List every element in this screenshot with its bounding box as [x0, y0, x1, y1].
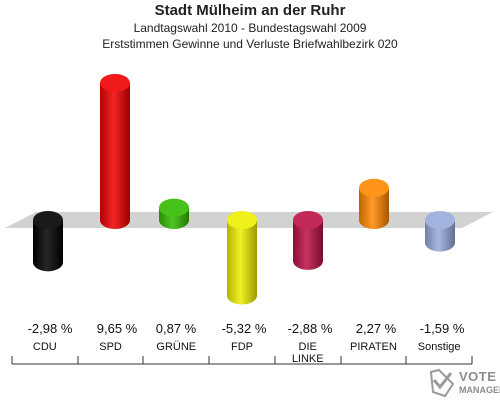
category-label: GRÜNE: [156, 341, 196, 353]
bar-sonstige: [425, 211, 455, 252]
value-label: -2,98 %: [28, 321, 73, 336]
chart-header: Stadt Mülheim an der Ruhr Landtagswahl 2…: [0, 0, 500, 53]
value-label: -1,59 %: [420, 321, 465, 336]
value-label: -5,32 %: [222, 321, 267, 336]
category-label: CDU: [33, 341, 57, 353]
bars-group: [33, 73, 455, 305]
value-label: 9,65 %: [97, 321, 138, 336]
labels-group: -2,98 % CDU 9,65 % SPD 0,87 % GRÜNE -5,32 % FDP…: [28, 321, 465, 365]
bar-cdu: [33, 211, 63, 272]
bar-piraten: [359, 178, 389, 229]
bar-die-linke: [293, 211, 323, 270]
vote-manager-logo: [425, 366, 500, 400]
logo-text-vote: VOTE: [459, 369, 497, 384]
chart-subtitle-1: Landtagswahl 2010 - Bundestagswahl 2009: [133, 21, 367, 35]
value-label: 0,87 %: [156, 321, 197, 336]
bar-spd: [100, 73, 130, 229]
bar-fdp: [227, 211, 257, 305]
category-label: SPD: [99, 341, 122, 353]
category-label: DIE: [299, 341, 317, 353]
category-label: FDP: [231, 341, 253, 353]
category-label: PIRATEN: [350, 341, 397, 353]
category-axis: [11, 356, 473, 365]
category-label: LINKE: [292, 353, 324, 365]
logo-text-manager: MANAGER: [459, 385, 500, 395]
value-label: 2,27 %: [356, 321, 397, 336]
vote-check-icon: [429, 368, 455, 398]
category-label: Sonstige: [418, 341, 461, 353]
chart-subtitle-2: Erststimmen Gewinne und Verluste Briefwa…: [102, 37, 398, 51]
value-label: -2,88 %: [288, 321, 333, 336]
chart-title: Stadt Mülheim an der Ruhr: [154, 2, 346, 19]
bar-grüne: [159, 198, 189, 229]
